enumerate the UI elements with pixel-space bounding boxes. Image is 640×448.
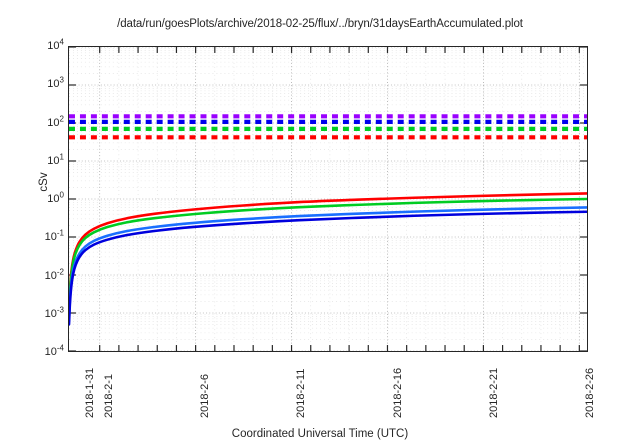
y-tick-label: 10-4 <box>44 343 64 358</box>
y-tick-label: 102 <box>47 113 64 129</box>
x-tick-label: 2018-2-1 <box>102 373 115 418</box>
x-axis-ticks: 2018-1-31 2018-2-1 2018-2-6 2018-2-11 2018-2… <box>68 356 597 422</box>
y-tick-label: 101 <box>47 152 64 167</box>
y-tick-label: 10-1 <box>44 228 64 244</box>
accumulated-dose-blue-dark <box>69 210 587 326</box>
x-tick-label: 2018-1-31 <box>83 367 96 418</box>
y-axis-ticks: 104 103 102 101 100 10-1 10-2 10-3 10-4 <box>14 38 64 358</box>
x-tick-label: 2018-2-21 <box>488 367 500 418</box>
page-title: /data/run/goesPlots/archive/2018-02-25/f… <box>117 18 523 30</box>
x-tick-label: 2018-2-11 <box>295 368 308 418</box>
plot-area <box>68 46 588 352</box>
y-tick-label: 100 <box>47 190 64 205</box>
y-tick-label: 103 <box>47 75 64 91</box>
accumulated-dose-blue-light <box>69 206 587 323</box>
x-axis-label: Coordinated Universal Time (UTC) <box>231 428 409 440</box>
accumulated-dose-green <box>69 197 587 318</box>
x-tick-label: 2018-2-16 <box>391 367 404 418</box>
data-series <box>69 192 587 326</box>
x-tick-label: 2018-2-26 <box>584 367 597 418</box>
y-tick-label: 10-2 <box>44 266 64 282</box>
accumulated-dose-red <box>69 192 587 317</box>
threshold-lines <box>69 114 587 140</box>
y-tick-label: 104 <box>47 37 64 52</box>
y-tick-label: 10-3 <box>44 305 64 320</box>
x-tick-label: 2018-2-6 <box>199 373 212 418</box>
